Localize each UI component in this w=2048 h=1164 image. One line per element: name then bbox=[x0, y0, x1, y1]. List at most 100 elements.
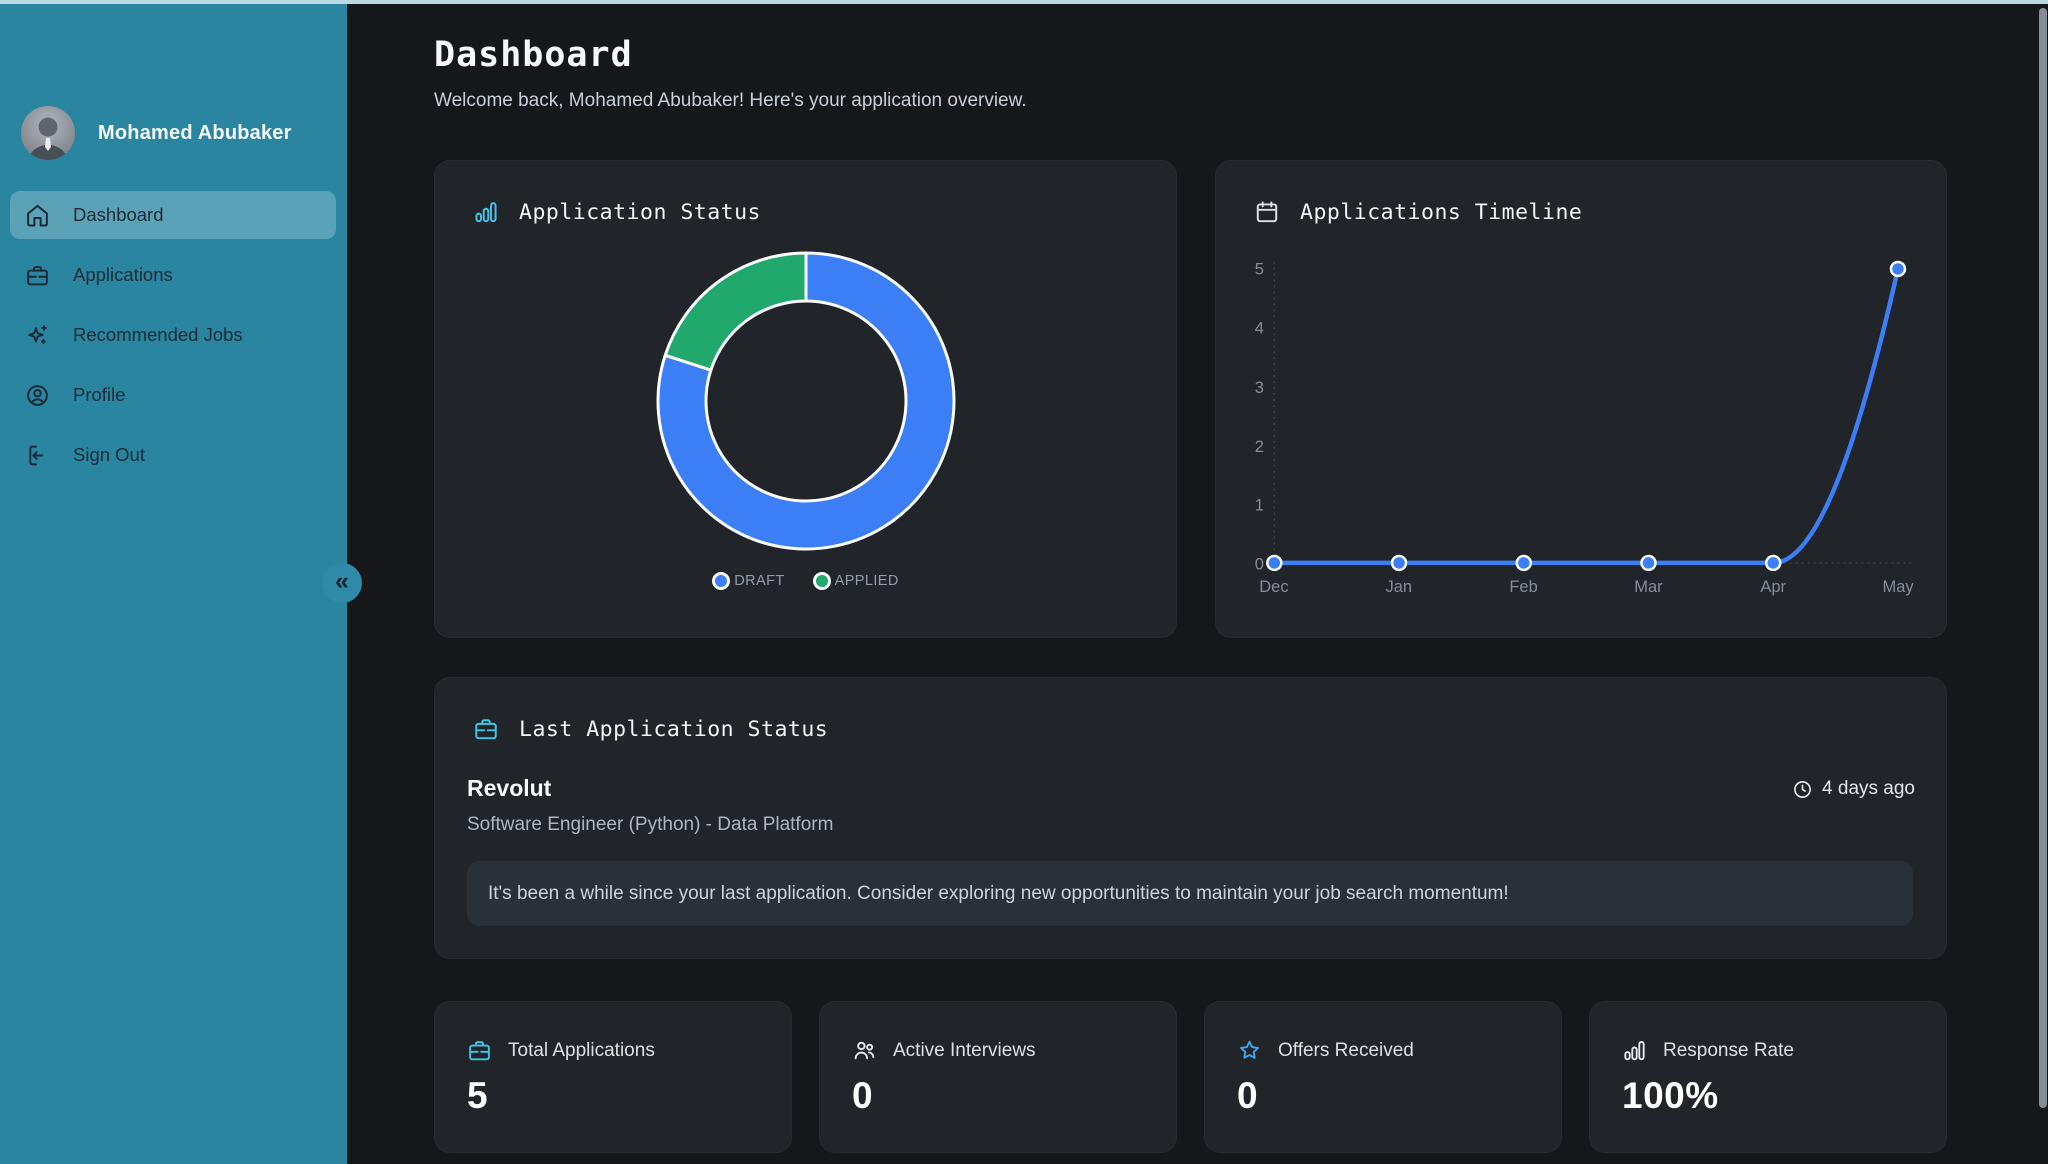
stat-value: 0 bbox=[1237, 1075, 1259, 1116]
timeline-header: Applications Timeline bbox=[1216, 161, 1946, 225]
last-application-card: Last Application Status Revolut Software… bbox=[434, 677, 1947, 959]
donut-segment-draft[interactable] bbox=[656, 251, 955, 551]
sidebar-item-recommended-jobs[interactable]: Recommended Jobs bbox=[10, 311, 336, 359]
sign-out-icon bbox=[29, 445, 44, 465]
legend-item-applied[interactable]: APPLIED bbox=[812, 572, 899, 590]
chevrons-left-icon: « bbox=[335, 567, 349, 595]
sidebar-item-label: Applications bbox=[73, 264, 173, 285]
card-title: Last Application Status bbox=[519, 716, 829, 742]
sidebar-item-applications[interactable]: Applications bbox=[10, 251, 336, 299]
company-name: Revolut bbox=[467, 775, 552, 801]
stat-header: Response Rate bbox=[1622, 1038, 1946, 1063]
data-point-jan[interactable] bbox=[1390, 554, 1408, 572]
stat-label: Active Interviews bbox=[893, 1039, 1036, 1061]
x-tick: Dec bbox=[1259, 578, 1288, 596]
stats-row: Total Applications 5 Active Interviews 0 bbox=[434, 1001, 1947, 1153]
sidebar-item-profile[interactable]: Profile bbox=[10, 371, 336, 419]
time-ago: 4 days ago bbox=[1792, 778, 1915, 800]
stat-value: 100% bbox=[1622, 1075, 1719, 1116]
sidebar-item-label: Profile bbox=[73, 384, 126, 405]
legend-swatch-draft bbox=[712, 572, 731, 590]
y-tick: 5 bbox=[1255, 261, 1264, 279]
main-content: Dashboard Welcome back, Mohamed Abubaker… bbox=[347, 0, 2038, 1164]
reminder-message: It's been a while since your last applic… bbox=[467, 861, 1913, 926]
card-title: Applications Timeline bbox=[1300, 199, 1583, 225]
sidebar-item-label: Dashboard bbox=[73, 204, 164, 225]
stat-label: Response Rate bbox=[1663, 1039, 1794, 1061]
legend-item-draft[interactable]: DRAFT bbox=[712, 572, 784, 590]
welcome-text: Welcome back, Mohamed Abubaker! Here's y… bbox=[434, 90, 1027, 111]
stat-card-total-applications: Total Applications 5 bbox=[434, 1001, 792, 1153]
application-status-card: Application Status DRAFT APPLIED bbox=[434, 160, 1177, 638]
x-tick: Apr bbox=[1760, 578, 1786, 596]
last-application-header: Last Application Status bbox=[435, 678, 1946, 742]
x-tick: Feb bbox=[1509, 578, 1537, 596]
sidebar-item-dashboard[interactable]: Dashboard bbox=[10, 191, 336, 239]
avatar bbox=[21, 106, 75, 160]
donut-chart-svg bbox=[656, 251, 955, 551]
y-tick: 3 bbox=[1255, 379, 1264, 397]
y-tick: 0 bbox=[1255, 555, 1264, 573]
donut-chart bbox=[646, 241, 966, 566]
calendar-icon bbox=[1256, 201, 1278, 223]
briefcase-icon bbox=[469, 1041, 490, 1061]
window-top-border bbox=[0, 0, 2048, 4]
y-tick: 2 bbox=[1255, 438, 1264, 456]
clock-icon bbox=[1794, 780, 1811, 798]
briefcase-icon bbox=[475, 719, 497, 740]
home-icon bbox=[27, 204, 48, 226]
stat-value: 5 bbox=[467, 1075, 489, 1116]
x-tick: Jan bbox=[1385, 578, 1412, 596]
charts-row: Application Status DRAFT APPLIED bbox=[434, 160, 1947, 638]
x-tick: May bbox=[1883, 578, 1915, 596]
y-tick: 1 bbox=[1255, 497, 1264, 515]
applications-timeline-card: Applications Timeline 5 4 3 2 1 0 Dec Ja… bbox=[1215, 160, 1947, 638]
job-role: Software Engineer (Python) - Data Platfo… bbox=[467, 814, 834, 835]
star-icon bbox=[1240, 1040, 1259, 1059]
line-chart-svg: 5 4 3 2 1 0 Dec Jan Feb Mar Apr May bbox=[1255, 260, 1915, 597]
stat-card-response-rate: Response Rate 100% bbox=[1589, 1001, 1947, 1153]
scrollbar-thumb[interactable] bbox=[2039, 8, 2047, 1108]
legend-label: APPLIED bbox=[834, 573, 899, 589]
timeline-line bbox=[1272, 266, 1901, 566]
page-title: Dashboard bbox=[434, 35, 633, 75]
time-ago-label: 4 days ago bbox=[1822, 778, 1915, 799]
user-name: Mohamed Abubaker bbox=[98, 121, 292, 144]
stat-label: Offers Received bbox=[1278, 1039, 1414, 1061]
sidebar-nav: Dashboard Applications Recommended Jobs bbox=[10, 191, 336, 479]
user-circle-icon bbox=[27, 384, 48, 406]
reminder-text: It's been a while since your last applic… bbox=[488, 882, 1509, 904]
sidebar: Mohamed Abubaker Dashboard Applications … bbox=[0, 0, 362, 1164]
stat-card-active-interviews: Active Interviews 0 bbox=[819, 1001, 1177, 1153]
stat-header: Total Applications bbox=[467, 1038, 791, 1063]
x-tick: Mar bbox=[1634, 578, 1663, 596]
application-status-header: Application Status bbox=[435, 161, 1176, 225]
avatar-photo bbox=[29, 117, 67, 160]
data-point-dec[interactable] bbox=[1266, 554, 1283, 572]
card-title: Application Status bbox=[519, 199, 761, 225]
bar-chart-icon bbox=[475, 202, 497, 223]
data-point-may[interactable] bbox=[1889, 260, 1907, 278]
donut-legend: DRAFT APPLIED bbox=[435, 572, 1176, 590]
y-tick: 4 bbox=[1255, 319, 1264, 337]
sidebar-item-label: Recommended Jobs bbox=[73, 324, 243, 345]
bar-chart-icon bbox=[1624, 1041, 1645, 1061]
stat-header: Active Interviews bbox=[852, 1038, 1176, 1063]
donut-segment-applied[interactable] bbox=[663, 251, 807, 372]
sparkles-icon bbox=[28, 324, 47, 344]
stat-header: Offers Received bbox=[1237, 1038, 1561, 1063]
briefcase-icon bbox=[27, 265, 48, 285]
data-point-mar[interactable] bbox=[1640, 554, 1657, 572]
data-point-apr[interactable] bbox=[1764, 554, 1782, 572]
stat-value: 0 bbox=[852, 1075, 874, 1116]
stat-card-offers-received: Offers Received 0 bbox=[1204, 1001, 1562, 1153]
data-point-feb[interactable] bbox=[1515, 554, 1533, 572]
user-profile: Mohamed Abubaker bbox=[21, 106, 292, 160]
sidebar-item-sign-out[interactable]: Sign Out bbox=[10, 431, 336, 479]
users-icon bbox=[854, 1041, 875, 1060]
sidebar-collapse-button[interactable]: « bbox=[322, 563, 362, 603]
legend-label: DRAFT bbox=[734, 573, 785, 589]
legend-swatch-applied bbox=[812, 572, 831, 590]
sidebar-item-label: Sign Out bbox=[73, 444, 145, 465]
page-scrollbar bbox=[2038, 4, 2048, 1164]
